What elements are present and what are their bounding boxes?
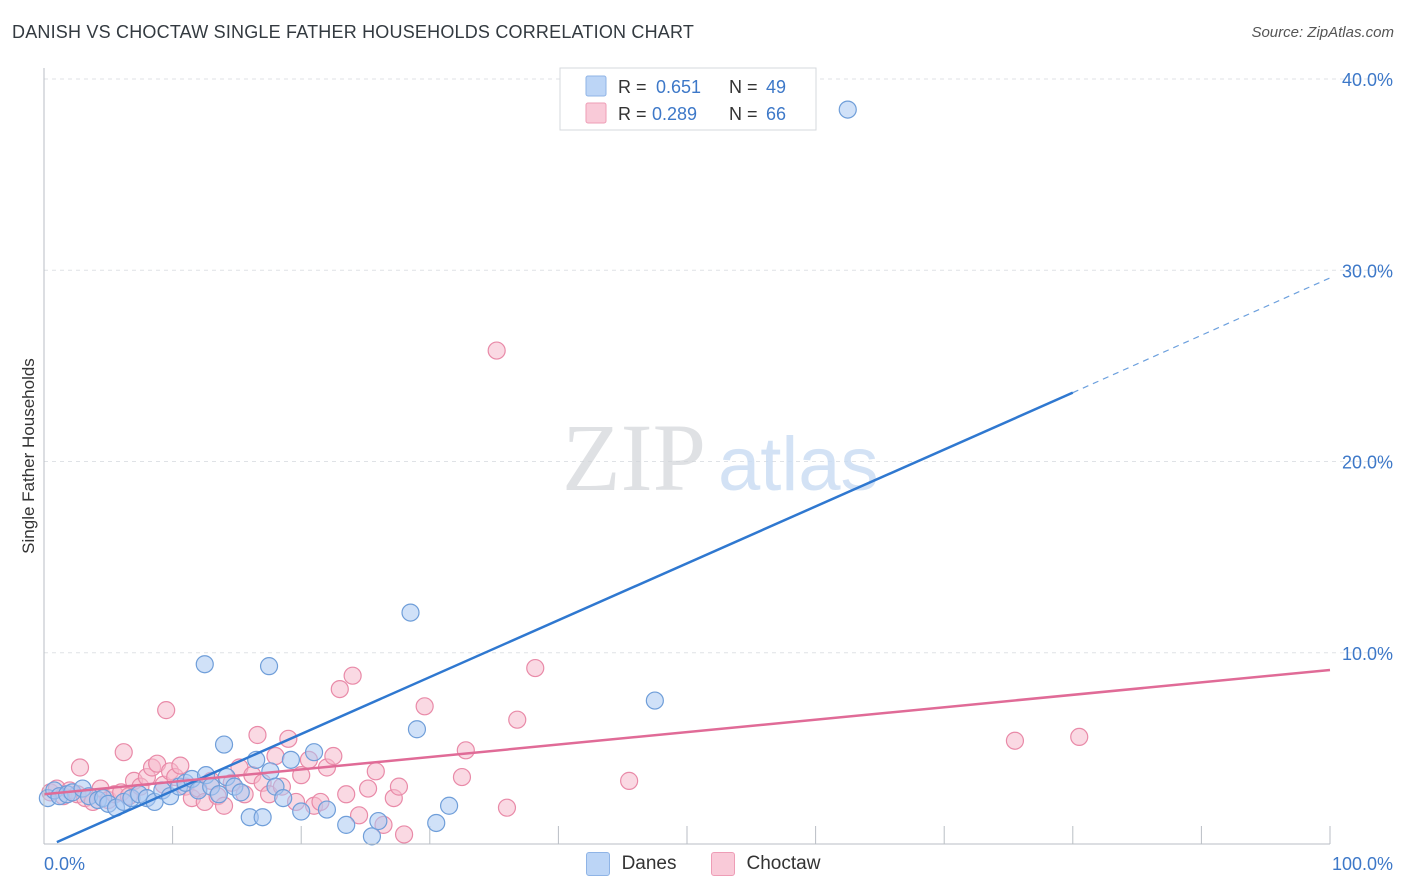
y-tick-label-20: 20.0%: [1342, 453, 1393, 473]
danes-point-37: [281, 750, 301, 769]
choctaw-point-21: [157, 701, 176, 720]
danes-point-36: [274, 788, 293, 808]
grid-lines: [44, 78, 1393, 654]
chart-title: DANISH VS CHOCTAW SINGLE FATHER HOUSEHOL…: [12, 22, 695, 42]
legend-swatch-danes: [585, 75, 607, 97]
choctaw-point-59: [452, 767, 472, 787]
choctaw-point-52: [358, 779, 378, 798]
danes-point-46: [427, 813, 446, 833]
x-axis-ticks: [172, 826, 1331, 844]
choctaw-point-60: [456, 741, 475, 760]
choctaw-point-48: [330, 679, 349, 699]
danes-trend-line: [56, 391, 1074, 844]
choctaw-point-57: [394, 825, 414, 844]
danes-point-48: [645, 691, 664, 710]
danes-point-29: [231, 783, 250, 802]
danes-point-44: [401, 603, 420, 622]
choctaw-point-53: [366, 762, 385, 781]
danes-point-27: [214, 735, 234, 754]
x-tick-label-min: 0.0%: [44, 854, 85, 874]
watermark-zip: ZIP: [562, 404, 706, 511]
correlation-legend: R = 0.651 N = 49 R = 0.289 N = 66: [559, 67, 817, 131]
choctaw-point-50: [343, 666, 362, 685]
watermark: ZIP atlas: [562, 404, 879, 511]
choctaw-point-63: [508, 710, 527, 729]
choctaw-point-56: [389, 777, 409, 796]
y-tick-label-40: 40.0%: [1342, 70, 1393, 90]
danes-point-34: [259, 657, 279, 676]
danes-trend-extension: [1072, 277, 1331, 394]
choctaw-point-62: [497, 798, 517, 817]
series-legend-choctaw: Choctaw: [710, 852, 821, 876]
series-legend: Danes Choctaw: [0, 852, 1406, 876]
choctaw-point-66: [1005, 731, 1025, 750]
choctaw-point-47: [324, 746, 343, 766]
legend-n-value-danes: 49: [766, 77, 786, 97]
x-tick-label-max: 100.0%: [1332, 854, 1393, 874]
series-swatch-danes: [585, 852, 610, 876]
danes-point-23: [195, 655, 214, 674]
choctaw-point-35: [248, 725, 267, 745]
trend-lines: [43, 277, 1331, 844]
danes-point-40: [317, 800, 337, 819]
choctaw-point-58: [415, 697, 434, 716]
series-legend-danes: Danes: [585, 852, 677, 876]
danes-point-32: [253, 808, 272, 827]
y-axis-label: Single Father Households: [19, 358, 38, 554]
choctaw-point-49: [337, 785, 356, 804]
axes: [43, 68, 1330, 845]
choctaw-trend-line: [43, 668, 1331, 796]
y-axis-tick-labels: 10.0% 20.0% 30.0% 40.0%: [1342, 70, 1393, 664]
danes-point-41: [337, 815, 356, 834]
series-legend-label-choctaw: Choctaw: [746, 853, 821, 874]
choctaw-point-65: [620, 771, 639, 790]
source-credit: Source: ZipAtlas.com: [1251, 24, 1394, 41]
y-tick-label-10: 10.0%: [1342, 644, 1393, 664]
danes-point-43: [369, 811, 388, 831]
legend-r-label-danes: R =: [618, 77, 647, 97]
series-swatch-choctaw: [710, 852, 735, 876]
choctaw-point-64: [526, 658, 545, 678]
legend-n-value-choctaw: 66: [766, 104, 786, 124]
legend-n-label-danes: N =: [729, 77, 758, 97]
legend-swatch-choctaw: [585, 102, 607, 124]
danes-point-45: [407, 720, 427, 739]
choctaw-point-61: [487, 341, 506, 360]
choctaw-point-67: [1070, 727, 1089, 747]
legend-n-label-choctaw: N =: [729, 104, 758, 124]
legend-r-value-choctaw: 0.289: [652, 104, 697, 124]
y-tick-label-30: 30.0%: [1342, 261, 1393, 281]
choctaw-point-38: [266, 746, 285, 766]
legend-r-value-danes: 0.651: [656, 77, 701, 97]
choctaw-point-12: [114, 743, 133, 762]
choctaw-point-51: [349, 806, 369, 825]
danes-point-38: [292, 802, 311, 821]
danes-point-49: [838, 100, 857, 119]
choctaw-point-5: [70, 758, 90, 777]
danes-point-42: [362, 827, 382, 846]
legend-r-label-choctaw: R =: [618, 104, 647, 124]
choctaw-point-23: [171, 756, 190, 775]
danes-point-47: [439, 796, 459, 815]
danes-point-25: [209, 785, 228, 804]
danes-point-39: [304, 743, 324, 762]
watermark-atlas: atlas: [718, 422, 879, 507]
series-legend-label-danes: Danes: [621, 853, 677, 874]
